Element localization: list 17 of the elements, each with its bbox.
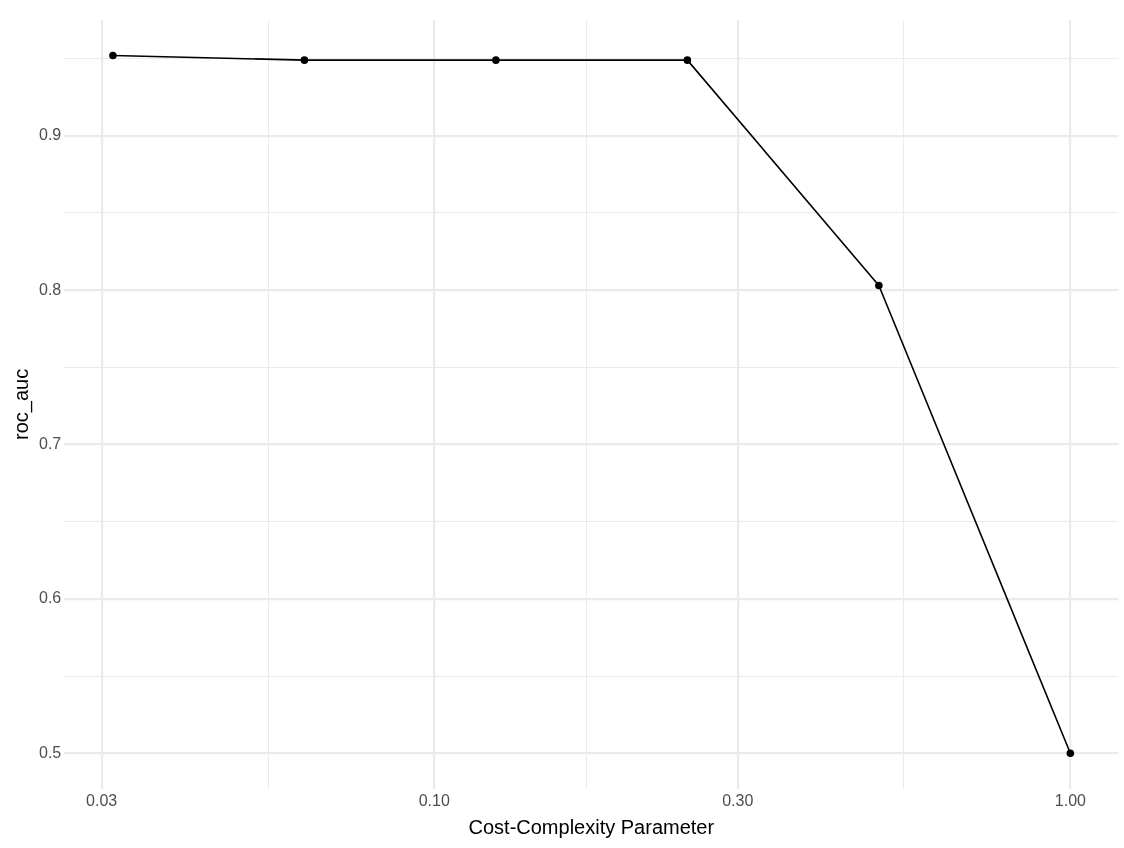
point [683, 56, 692, 64]
y-tick-label: 0.6 [38, 589, 62, 607]
point [1066, 749, 1075, 758]
x-tick-label: 0.10 [418, 791, 450, 809]
y-tick-label: 0.8 [38, 280, 62, 298]
y-tick-label: 0.9 [38, 126, 62, 144]
x-tick-label: 1.00 [1054, 791, 1087, 809]
x-tick-label: 0.03 [86, 791, 118, 809]
point [300, 56, 309, 64]
point [109, 51, 117, 60]
point [875, 281, 883, 290]
y-tick-label: 0.5 [38, 743, 62, 761]
y-axis-title: roc_auc [9, 368, 33, 440]
x-axis-title: Cost-Complexity Parameter [468, 815, 715, 838]
x-tick-label: 0.30 [722, 791, 754, 809]
point [492, 56, 500, 64]
y-tick-label: 0.7 [38, 434, 62, 452]
